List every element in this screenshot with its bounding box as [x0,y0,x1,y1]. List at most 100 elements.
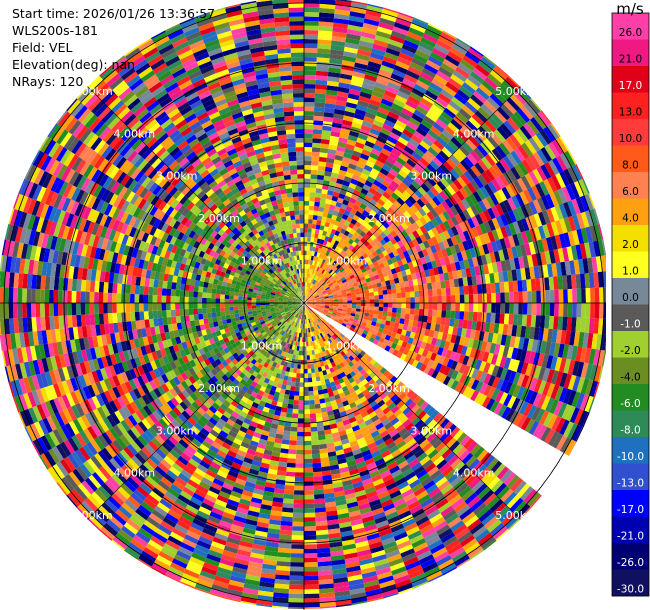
velocity-gate [462,277,469,287]
velocity-gate [510,114,524,129]
velocity-gate [593,318,600,334]
velocity-gate [528,137,541,152]
velocity-gate [486,135,499,149]
velocity-gate [333,283,339,288]
velocity-gate [414,189,424,199]
velocity-gate [518,337,525,350]
velocity-gate [490,312,496,324]
velocity-gate [296,449,304,455]
velocity-gate [442,187,453,199]
velocity-gate [398,86,412,96]
velocity-gate [429,160,440,171]
velocity-gate [326,89,338,96]
velocity-gate [433,183,443,194]
velocity-gate [336,226,343,233]
velocity-gate [320,138,330,145]
velocity-gate [380,13,397,22]
velocity-gate [429,82,443,93]
velocity-gate [414,303,420,309]
velocity-gate [374,254,381,261]
velocity-gate [387,184,397,193]
velocity-gate [382,249,389,257]
velocity-gate [332,281,338,286]
velocity-gate [331,168,340,174]
velocity-gate [511,347,519,360]
velocity-gate [340,249,346,256]
velocity-gate [318,292,323,296]
velocity-gate [500,226,508,239]
velocity-gate [358,40,374,48]
velocity-gate [306,298,311,302]
velocity-gate [336,146,346,153]
velocity-gate [320,279,325,284]
velocity-gate [358,273,365,278]
velocity-gate [349,197,357,205]
velocity-gate [315,304,321,307]
velocity-gate [535,132,549,147]
velocity-gate [519,125,533,140]
velocity-gate [484,153,496,167]
velocity-gate [518,291,523,303]
velocity-gate [350,6,367,14]
velocity-gate [363,285,369,291]
velocity-gate [332,310,338,314]
velocity-gate [500,123,513,137]
velocity-gate [449,279,455,288]
velocity-gate [329,53,344,60]
velocity-gate [372,261,379,267]
velocity-gate [409,291,415,298]
velocity-gate [432,309,438,317]
velocity-gate [455,294,460,303]
velocity-gate [284,389,291,395]
velocity-gate [447,271,454,280]
velocity-gate [547,263,554,278]
velocity-gate [436,180,447,191]
velocity-gate [308,287,311,292]
velocity-gate [450,295,456,303]
velocity-gate [310,178,317,184]
velocity-gate [516,232,525,246]
velocity-gate [351,310,356,314]
velocity-gate [432,303,438,310]
velocity-gate [373,179,382,188]
velocity-gate [296,445,304,450]
velocity-gate [485,195,496,208]
velocity-gate [450,262,457,272]
velocity-gate [308,205,315,211]
velocity-gate [493,323,500,334]
velocity-gate [481,312,487,323]
velocity-gate [342,303,348,306]
velocity-gate [311,449,320,455]
velocity-gate [366,259,373,266]
velocity-gate [363,18,380,27]
velocity-gate [418,101,431,112]
velocity-gate [310,298,316,301]
velocity-gate [304,142,313,148]
velocity-gate [477,174,488,187]
velocity-gate [477,125,491,139]
velocity-gate [309,288,313,293]
velocity-gate [362,227,370,234]
velocity-gate [327,153,336,160]
velocity-gate [441,146,453,158]
velocity-gate [462,123,475,136]
velocity-gate [414,308,420,316]
velocity-gate [343,264,349,270]
velocity-gate [562,275,568,290]
velocity-gate [428,108,441,119]
velocity-gate [314,102,325,108]
velocity-gate [348,284,354,289]
velocity-gate [312,260,316,266]
velocity-gate [314,294,319,298]
velocity-gate [308,268,312,274]
velocity-gate [311,377,317,383]
velocity-gate [525,363,533,377]
velocity-gate [328,208,335,215]
velocity-gate [389,168,399,177]
velocity-gate [382,271,389,277]
velocity-gate [396,185,406,194]
velocity-gate [607,319,610,335]
velocity-gate [332,292,338,296]
velocity-gate [386,240,394,248]
velocity-gate [549,342,556,356]
